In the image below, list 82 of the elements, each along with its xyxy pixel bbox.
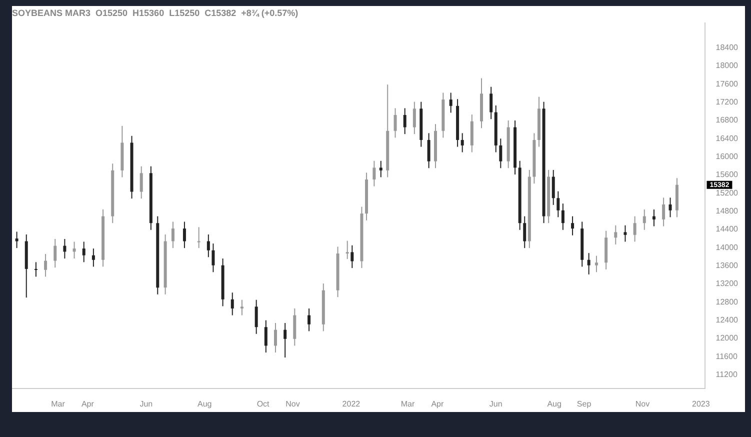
candlestick bbox=[587, 252, 590, 275]
candlestick bbox=[499, 138, 502, 169]
candlestick bbox=[206, 234, 210, 258]
y-tick-label: 12000 bbox=[716, 334, 739, 343]
candlestick bbox=[556, 190, 560, 218]
x-tick-label: Jun bbox=[140, 399, 153, 408]
candlestick bbox=[82, 241, 86, 263]
candlestick bbox=[264, 320, 268, 354]
candlestick bbox=[140, 166, 143, 200]
x-tick-label: Oct bbox=[256, 399, 270, 408]
candlestick bbox=[230, 292, 234, 316]
candlestick bbox=[571, 216, 574, 236]
candlestick bbox=[212, 243, 215, 273]
candlestick bbox=[350, 244, 354, 269]
x-tick-label: Nov bbox=[286, 399, 300, 408]
candlestick bbox=[394, 108, 397, 138]
candlestick bbox=[54, 238, 57, 268]
y-tick-label: 14800 bbox=[716, 206, 739, 216]
x-tick-label: 2022 bbox=[342, 399, 361, 408]
candlestick bbox=[412, 101, 416, 135]
x-tick-label: Aug bbox=[547, 399, 562, 408]
y-tick-label: 12800 bbox=[716, 297, 739, 306]
candlestick bbox=[44, 253, 48, 278]
candlestick bbox=[240, 299, 244, 316]
candlestick bbox=[92, 248, 95, 268]
candlestick bbox=[171, 221, 174, 249]
candlestick bbox=[379, 160, 382, 178]
y-tick-label: 15200 bbox=[716, 188, 739, 198]
candlestick bbox=[284, 322, 287, 358]
y-tick-label: 16400 bbox=[716, 134, 739, 143]
candlestick bbox=[427, 132, 430, 169]
candlestick bbox=[346, 240, 349, 260]
candlestick bbox=[460, 132, 464, 153]
candlestick bbox=[72, 241, 76, 260]
candlestick bbox=[15, 231, 18, 249]
candlestick bbox=[403, 108, 406, 135]
x-tick-label: Nov bbox=[635, 399, 650, 408]
y-tick-label: 18000 bbox=[716, 61, 739, 70]
candlestick bbox=[633, 216, 636, 242]
x-tick-label: Apr bbox=[431, 399, 444, 408]
candlestick bbox=[594, 255, 598, 273]
candlestick bbox=[449, 92, 452, 114]
candlestick bbox=[197, 226, 200, 249]
candlestick bbox=[561, 203, 564, 230]
y-tick-label: 16000 bbox=[716, 152, 739, 161]
candlestick bbox=[624, 224, 627, 242]
x-tick-label: Apr bbox=[81, 399, 94, 408]
y-tick-label: 14400 bbox=[716, 224, 739, 234]
candlestick bbox=[274, 322, 277, 354]
y-tick-label: 17600 bbox=[716, 79, 739, 88]
candlestick bbox=[662, 197, 666, 227]
y-tick-label: 11600 bbox=[716, 352, 738, 361]
x-tick-label: Aug bbox=[197, 399, 212, 408]
candlestick bbox=[652, 208, 656, 227]
candlestick bbox=[372, 160, 376, 187]
candlestick bbox=[668, 197, 672, 218]
x-tick-label: Mar bbox=[51, 399, 66, 408]
y-tick-label: 18400 bbox=[716, 42, 739, 52]
y-tick-label: 11200 bbox=[716, 370, 738, 379]
candlestick bbox=[34, 262, 38, 278]
candlestick bbox=[490, 86, 493, 120]
x-tick-label: Jun bbox=[489, 399, 502, 408]
candlestick bbox=[63, 238, 66, 260]
x-tick-label: Sep bbox=[576, 399, 592, 408]
candlestick bbox=[293, 308, 296, 346]
y-tick-label: 17200 bbox=[716, 97, 739, 106]
candlestick bbox=[642, 208, 646, 230]
x-tick-label: Mar bbox=[400, 399, 415, 408]
candlestick bbox=[308, 308, 311, 332]
y-tick-label: 14000 bbox=[716, 242, 739, 252]
y-tick-label: 13200 bbox=[716, 279, 739, 288]
x-tick-label: 2023 bbox=[692, 399, 710, 408]
candlestick bbox=[614, 224, 618, 245]
candlestick bbox=[523, 216, 526, 249]
candlestick bbox=[552, 169, 555, 206]
y-tick-label: 16800 bbox=[716, 116, 739, 125]
y-tick-label: 15600 bbox=[716, 170, 739, 180]
candlestick bbox=[182, 221, 186, 249]
candlestick bbox=[254, 299, 258, 334]
y-tick-label: 13600 bbox=[716, 260, 739, 270]
y-tick-label: 12400 bbox=[716, 315, 739, 324]
chart-title: SOYBEANS MAR3 O15250 H15360 L15250 C15382 +8¾ (+0.57%) bbox=[12, 8, 298, 18]
